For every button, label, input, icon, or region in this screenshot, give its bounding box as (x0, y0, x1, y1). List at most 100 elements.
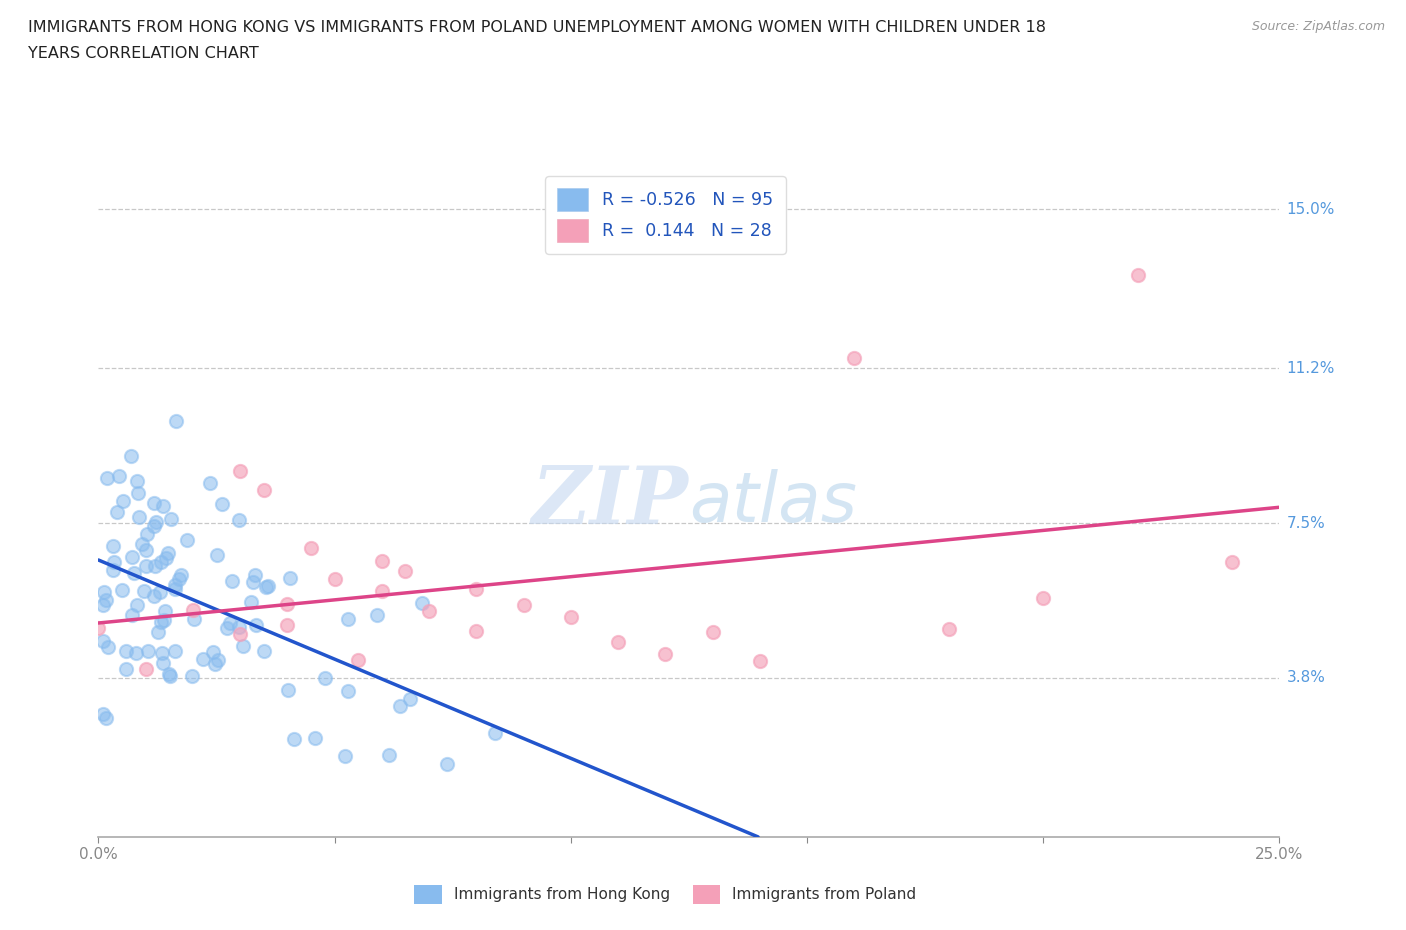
Point (253, 644, 276, 658)
Point (127, 485, 149, 500)
Point (418, 604, 440, 618)
Point (181, 603, 204, 618)
Point (388, 698, 411, 713)
Point (121, 550, 143, 565)
Point (1220, 555, 1243, 570)
Point (125, 473, 148, 488)
Point (323, 571, 346, 586)
Point (152, 498, 174, 513)
Point (91, 706, 114, 721)
Point (96, 471, 118, 485)
Point (337, 684, 360, 698)
Point (278, 570, 301, 585)
Point (211, 497, 233, 512)
Point (207, 653, 229, 668)
Point (114, 643, 136, 658)
Text: 7.5%: 7.5% (1286, 515, 1326, 531)
Point (229, 627, 252, 642)
Point (170, 568, 193, 583)
Point (366, 607, 388, 622)
Text: YEARS CORRELATION CHART: YEARS CORRELATION CHART (28, 46, 259, 61)
Point (243, 568, 266, 583)
Point (152, 656, 174, 671)
Point (96, 592, 118, 607)
Point (254, 579, 277, 594)
Point (121, 607, 143, 622)
Point (484, 725, 506, 740)
Point (135, 559, 157, 574)
Text: 11.2%: 11.2% (1286, 361, 1334, 376)
Point (143, 589, 166, 604)
Point (304, 731, 326, 746)
Point (277, 683, 299, 698)
Point (149, 584, 172, 599)
Point (91, 633, 114, 648)
Point (378, 748, 401, 763)
Point (156, 546, 179, 561)
Point (205, 548, 228, 563)
Point (142, 518, 165, 533)
Text: 3.8%: 3.8% (1286, 671, 1326, 685)
Point (165, 413, 187, 428)
Point (105, 504, 128, 519)
Point (132, 584, 155, 599)
Point (94, 711, 117, 725)
Point (155, 550, 177, 565)
Point (283, 732, 305, 747)
Point (180, 669, 202, 684)
Point (103, 538, 125, 553)
Point (748, 654, 770, 669)
Text: Source: ZipAtlas.com: Source: ZipAtlas.com (1251, 20, 1385, 33)
Text: 15.0%: 15.0% (1286, 202, 1334, 217)
Point (228, 619, 250, 634)
Point (148, 624, 170, 639)
Point (371, 583, 394, 598)
Point (399, 692, 422, 707)
Point (411, 595, 433, 610)
Point (183, 612, 205, 627)
Point (157, 667, 180, 682)
Point (204, 657, 226, 671)
Point (176, 533, 198, 548)
Point (371, 553, 394, 568)
Point (465, 624, 488, 639)
Point (93, 584, 115, 599)
Point (131, 536, 153, 551)
Point (512, 598, 534, 613)
Point (149, 555, 172, 570)
Point (239, 595, 262, 610)
Point (165, 644, 187, 658)
Point (198, 475, 221, 490)
Point (256, 579, 278, 594)
Point (607, 634, 630, 649)
Point (560, 610, 582, 625)
Point (276, 618, 298, 632)
Point (143, 496, 166, 511)
Point (167, 572, 190, 587)
Point (465, 582, 488, 597)
Point (111, 582, 134, 597)
Point (1126, 268, 1149, 283)
Point (702, 625, 724, 640)
Point (844, 351, 866, 365)
Point (135, 526, 157, 541)
Point (122, 565, 145, 580)
Point (336, 611, 359, 626)
Point (276, 597, 298, 612)
Point (136, 644, 159, 658)
Point (314, 671, 336, 685)
Point (654, 646, 676, 661)
Point (87, 620, 110, 635)
Point (112, 494, 135, 509)
Point (159, 669, 181, 684)
Text: atlas: atlas (689, 469, 856, 536)
Point (145, 558, 167, 573)
Point (347, 653, 370, 668)
Point (101, 563, 124, 578)
Point (165, 581, 187, 596)
Legend: Immigrants from Hong Kong, Immigrants from Poland: Immigrants from Hong Kong, Immigrants fr… (408, 879, 922, 910)
Point (165, 578, 187, 592)
Point (91, 598, 114, 613)
Point (938, 621, 960, 636)
Point (108, 469, 131, 484)
